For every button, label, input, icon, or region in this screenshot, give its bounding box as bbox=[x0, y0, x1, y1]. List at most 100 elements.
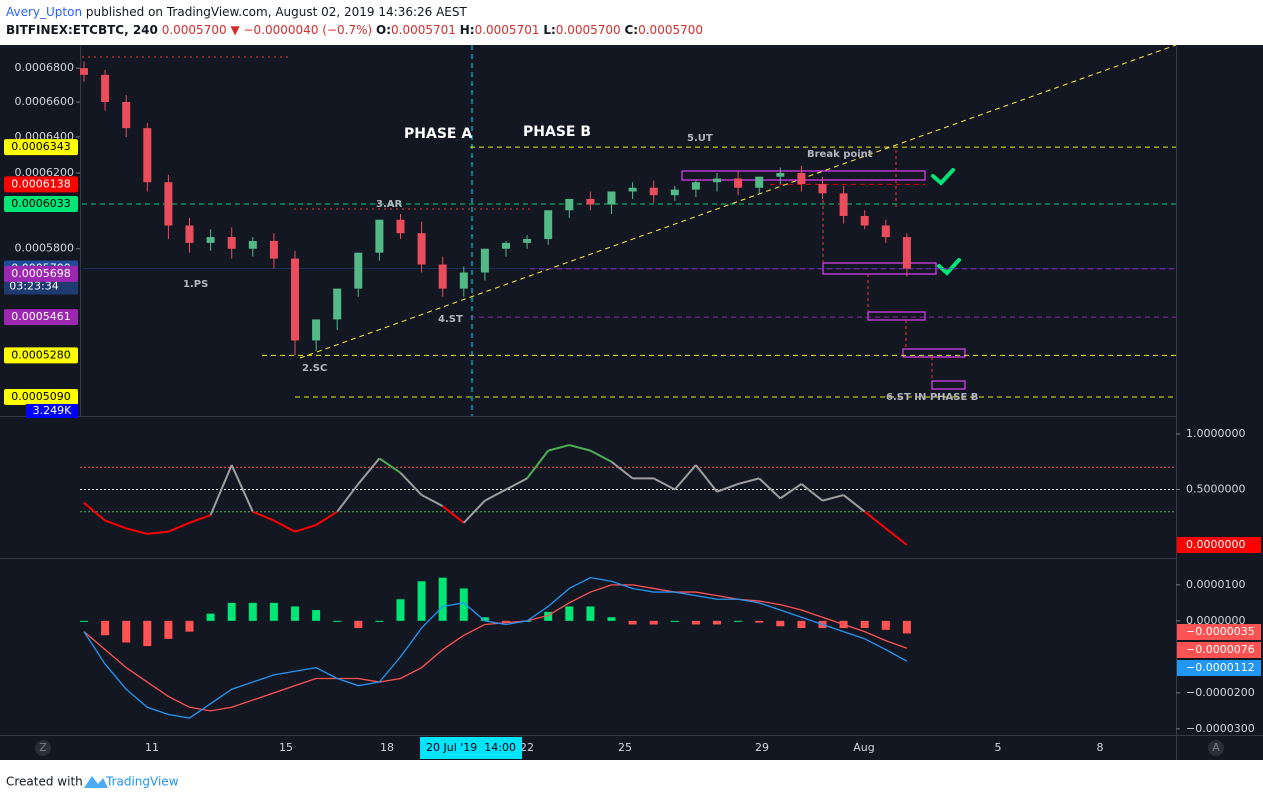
candle-body bbox=[586, 198, 595, 205]
candle-body bbox=[480, 248, 489, 273]
histogram-bar bbox=[164, 620, 173, 639]
histogram-bar bbox=[375, 620, 384, 622]
annotation: 3.AR bbox=[376, 199, 402, 210]
candle-body bbox=[101, 74, 110, 103]
oscillator-segment bbox=[421, 494, 444, 508]
y-tick-label: −0.0000300 bbox=[1186, 722, 1255, 735]
last-value-box bbox=[1177, 624, 1261, 640]
oscillator-segment bbox=[842, 494, 866, 513]
histogram-bar bbox=[185, 620, 194, 632]
histogram-bar bbox=[122, 620, 131, 643]
histogram-bar bbox=[438, 577, 447, 621]
annotation: 6.ST IN PHASE B bbox=[886, 392, 978, 403]
candle-body bbox=[734, 178, 743, 188]
histogram-bar bbox=[291, 606, 299, 621]
candle-body bbox=[713, 178, 721, 183]
histogram-bar bbox=[502, 620, 510, 623]
zoom-button[interactable] bbox=[35, 740, 51, 756]
histogram-bar bbox=[480, 617, 489, 621]
chart-background bbox=[0, 45, 1263, 760]
candle-body bbox=[691, 182, 700, 190]
zone-box bbox=[931, 380, 966, 390]
y-tick-label: 0.0000100 bbox=[1186, 578, 1246, 591]
zoom-button-label[interactable]: Z bbox=[39, 741, 47, 754]
oscillator-segment bbox=[125, 527, 148, 535]
oscillator-segment bbox=[737, 477, 760, 485]
histogram-bar bbox=[734, 620, 743, 622]
histogram-bar bbox=[227, 602, 236, 621]
histogram-bar bbox=[143, 620, 152, 647]
price-label-box bbox=[4, 309, 78, 326]
oscillator-segment bbox=[589, 449, 612, 463]
candle-body bbox=[860, 215, 869, 226]
countdown: 03:23:34 bbox=[9, 279, 58, 292]
last-value-box bbox=[1177, 660, 1261, 676]
histogram-bar bbox=[607, 617, 616, 621]
candle-body bbox=[628, 187, 637, 192]
histogram-bar bbox=[544, 611, 553, 621]
x-tick-label: 8 bbox=[1097, 741, 1104, 754]
oscillator-segment bbox=[758, 477, 781, 500]
histogram-bar bbox=[269, 602, 278, 621]
candle-body bbox=[206, 237, 215, 243]
price-label-box bbox=[4, 176, 78, 193]
footer-brand[interactable]: TradingView bbox=[105, 775, 179, 789]
last-value-label: −0.0000076 bbox=[1186, 643, 1255, 656]
oscillator-segment bbox=[442, 505, 465, 524]
x-tick-label: 22 bbox=[520, 741, 534, 754]
close-value: 0.0005700 bbox=[638, 23, 703, 37]
histogram-bar bbox=[565, 606, 574, 621]
candle-body bbox=[523, 239, 532, 243]
oscillator-segment bbox=[294, 524, 317, 533]
candle-body bbox=[80, 68, 88, 75]
candle-body bbox=[333, 288, 342, 320]
candle-body bbox=[902, 237, 911, 269]
oscillator-segment bbox=[484, 488, 507, 502]
countdown-box bbox=[4, 278, 78, 295]
author[interactable]: Avery_Upton bbox=[6, 5, 82, 19]
last-value-label: 0.0000000 bbox=[1186, 538, 1246, 551]
volume-label-box bbox=[26, 404, 78, 418]
candle-body bbox=[375, 219, 384, 253]
candle-body bbox=[354, 252, 363, 289]
oscillator-segment bbox=[378, 457, 402, 474]
oscillator-segment bbox=[779, 483, 802, 500]
last-price: 0.0005700 bbox=[162, 23, 227, 37]
oscillator-segment bbox=[252, 510, 275, 522]
candle-body bbox=[502, 242, 510, 249]
y-tick-label: 0.0006600 bbox=[15, 95, 75, 108]
candle-body bbox=[185, 225, 194, 243]
oscillator-segment bbox=[147, 530, 169, 535]
last-value-box bbox=[1177, 642, 1261, 658]
change-arrow: ▼ bbox=[230, 23, 240, 37]
histogram-bar bbox=[691, 620, 700, 625]
histogram-bar bbox=[797, 620, 806, 629]
candle-body bbox=[670, 189, 679, 196]
candle-body bbox=[438, 264, 447, 289]
candle-body bbox=[417, 233, 426, 265]
histogram-bar bbox=[649, 620, 658, 625]
auto-button-label[interactable]: A bbox=[1212, 741, 1220, 754]
candle-body bbox=[881, 225, 890, 238]
high-value: 0.0005701 bbox=[475, 23, 540, 37]
candle-body bbox=[607, 191, 616, 205]
candle-body bbox=[459, 272, 468, 289]
oscillator-segment bbox=[104, 519, 127, 530]
signal-line bbox=[83, 584, 908, 712]
header-line-2: BITFINEX:ETCBTC, 240 0.0005700 ▼ −0.0000… bbox=[6, 23, 703, 37]
candle-body bbox=[227, 237, 236, 249]
oscillator-segment bbox=[189, 514, 211, 524]
y-tick-label: −0.0000200 bbox=[1186, 686, 1255, 699]
candle-body bbox=[312, 319, 321, 341]
x-tick-label: 25 bbox=[618, 741, 632, 754]
histogram-bar bbox=[206, 613, 215, 621]
auto-button[interactable] bbox=[1208, 740, 1224, 756]
annotation: PHASE A bbox=[404, 126, 472, 142]
candle-body bbox=[143, 128, 152, 183]
trend-line bbox=[299, 44, 1177, 359]
price-label: 0.0006343 bbox=[11, 140, 71, 153]
y-tick-label: 0.5000000 bbox=[1186, 482, 1246, 495]
candle-body bbox=[122, 102, 131, 129]
histogram-bar bbox=[670, 620, 679, 622]
